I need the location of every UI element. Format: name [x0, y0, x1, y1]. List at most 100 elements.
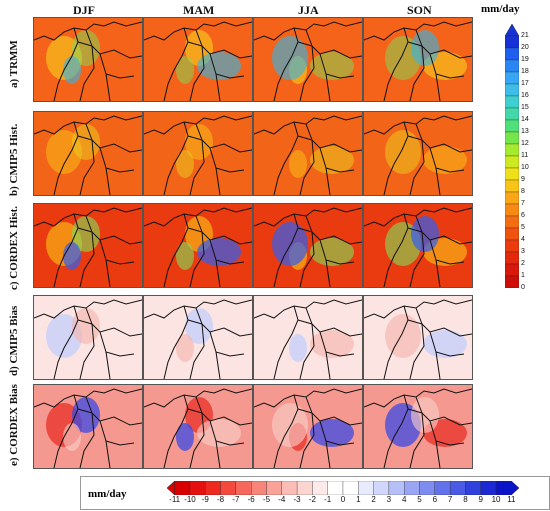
- map-field: [364, 385, 472, 468]
- coastline: [144, 207, 252, 287]
- colorbar-tick-label: 3: [521, 248, 525, 255]
- field-contour: [423, 146, 467, 174]
- colorbar-tick-label: 9: [478, 495, 483, 504]
- map-field: [34, 204, 142, 287]
- coastline: [254, 115, 362, 195]
- colorbar-tick-label: -7: [232, 495, 240, 504]
- colorbar-segment: [373, 481, 390, 495]
- map-field: [364, 204, 472, 287]
- colorbar-segment: [480, 481, 497, 495]
- coastline: [254, 388, 362, 468]
- colorbar-tick-label: -9: [201, 495, 209, 504]
- field-contour: [272, 403, 308, 447]
- colorbar-tick-label: 17: [521, 80, 529, 87]
- colorbar-segment: [505, 227, 519, 241]
- colorbar-tick-label: 18: [521, 68, 529, 75]
- colorbar-tick-label: 2: [371, 495, 376, 504]
- map-field: [34, 385, 142, 468]
- colorbar-tick-label: 5: [521, 224, 525, 231]
- map-field: [144, 112, 252, 195]
- colorbar-arrow-left: [167, 481, 175, 495]
- field-contour: [411, 216, 439, 252]
- map-panel-cmip5-bias-mam: [143, 295, 253, 380]
- field-contour: [176, 150, 194, 178]
- colorbar-tick-label: 7: [521, 200, 525, 207]
- coastline: [254, 299, 362, 379]
- coastline: [364, 21, 472, 101]
- colorbar-tick-label: -5: [262, 495, 271, 504]
- colorbar-segment: [205, 481, 221, 495]
- colorbar-segment: [505, 107, 519, 121]
- field-contour: [197, 238, 241, 266]
- row-label-trmm: a) TRMM: [8, 40, 20, 88]
- field-contour: [423, 330, 467, 358]
- map-panel-cordex-hist--djf: [33, 203, 143, 288]
- row-name: TRMM: [8, 40, 20, 77]
- field-contour: [385, 314, 421, 358]
- field-contour: [185, 124, 213, 160]
- map-panel-cordex-bias-djf: [33, 384, 143, 469]
- coastline: [364, 388, 472, 468]
- row-name: CMIP5 Hist.: [8, 123, 20, 184]
- map-panel-cordex-hist--jja: [253, 203, 363, 288]
- colorbar-segment: [505, 71, 519, 85]
- colorbar-tick-label: 10: [521, 164, 529, 171]
- season-header-jja: JJA: [298, 3, 319, 17]
- colorbar-tick-label: 5: [417, 495, 422, 504]
- coastline: [254, 21, 362, 101]
- coastline: [254, 207, 362, 287]
- colorbar-tick-label: 9: [521, 176, 525, 183]
- colorbar-tick-label: 19: [521, 56, 529, 63]
- colorbar-segment: [465, 481, 481, 495]
- map-field: [254, 296, 362, 379]
- colorbar-segment: [266, 481, 282, 495]
- colorbar-tick-label: 8: [463, 495, 468, 504]
- colorbar-segment: [251, 481, 267, 495]
- field-contour: [176, 242, 194, 270]
- colorbar-segment: [505, 203, 519, 217]
- coastline: [34, 207, 142, 287]
- colorbar-segment: [449, 481, 466, 495]
- map-panel-cmip5-hist--son: [363, 111, 473, 196]
- map-field: [144, 204, 252, 287]
- colorbar-tick-label: 3: [386, 495, 392, 504]
- row-label-cordex-bias: e) CORDEX Bias: [8, 384, 20, 466]
- colorbar-segment: [505, 95, 519, 109]
- colorbar-segment: [505, 47, 519, 61]
- colorbar-tick-label: -1: [324, 495, 332, 504]
- field-contour: [197, 52, 241, 80]
- colorbar-segment: [312, 481, 328, 495]
- map-field: [254, 18, 362, 101]
- coastline: [144, 21, 252, 101]
- field-contour: [272, 222, 308, 266]
- colorbar-segment: [495, 481, 512, 495]
- colorbar-segment: [505, 143, 519, 157]
- colorbar-tick-label: 10: [491, 495, 501, 504]
- coastline: [144, 115, 252, 195]
- coastline: [34, 388, 142, 468]
- field-contour: [176, 334, 194, 362]
- precip-colorbar-unit: mm/day: [481, 3, 520, 15]
- colorbar-tick-label: 8: [521, 188, 525, 195]
- map-panel-cordex-bias-son: [363, 384, 473, 469]
- colorbar-tick-label: 0: [340, 495, 346, 504]
- colorbar-segment: [342, 481, 359, 495]
- colorbar-tick-label: 0: [521, 284, 525, 291]
- row-letter: c): [8, 281, 20, 290]
- colorbar-segment: [505, 35, 519, 49]
- map-panel-cordex-hist--mam: [143, 203, 253, 288]
- coastline: [364, 207, 472, 287]
- map-field: [254, 112, 362, 195]
- colorbar-tick-label: 16: [521, 92, 529, 99]
- row-letter: e): [8, 457, 20, 466]
- colorbar-tick-label: -2: [308, 495, 316, 504]
- map-panel-cmip5-hist--jja: [253, 111, 363, 196]
- map-field: [144, 18, 252, 101]
- colorbar-tick-label: 6: [432, 495, 438, 504]
- map-panel-trmm-jja: [253, 17, 363, 102]
- season-header-mam: MAM: [183, 3, 215, 17]
- map-field: [144, 296, 252, 379]
- colorbar-segment: [505, 263, 519, 277]
- map-panel-trmm-son: [363, 17, 473, 102]
- colorbar-tick-label: 6: [521, 212, 525, 219]
